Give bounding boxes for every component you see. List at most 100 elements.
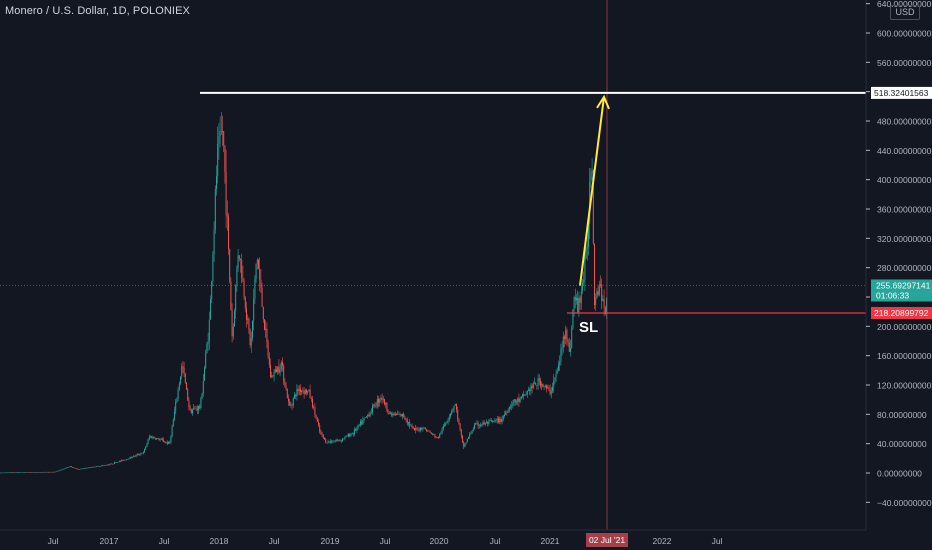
candle	[355, 428, 357, 432]
candle	[327, 439, 329, 444]
candle	[445, 422, 447, 427]
candle	[140, 452, 142, 456]
candle	[519, 396, 521, 404]
candle	[481, 423, 483, 427]
candle	[342, 437, 343, 443]
candle	[100, 465, 102, 467]
candle	[528, 386, 529, 392]
candle	[324, 437, 325, 441]
candle	[499, 416, 501, 425]
candle	[72, 466, 73, 468]
candle	[480, 422, 481, 428]
candle	[300, 384, 301, 396]
candle	[46, 471, 48, 473]
candle	[450, 413, 451, 419]
candle	[555, 369, 557, 383]
candle	[136, 453, 138, 457]
candle	[500, 416, 502, 425]
candle	[529, 387, 531, 395]
candle	[385, 402, 387, 409]
candle	[606, 297, 607, 319]
candle	[559, 355, 561, 371]
candle	[97, 465, 99, 467]
candle	[170, 435, 172, 445]
candle	[297, 385, 299, 396]
candle	[404, 415, 406, 421]
candle	[331, 439, 333, 444]
candle	[51, 471, 53, 473]
candle	[415, 424, 417, 434]
candle	[506, 410, 508, 416]
candle	[229, 248, 231, 284]
candle	[582, 279, 583, 294]
candle	[433, 433, 435, 436]
candle	[304, 388, 306, 395]
candle	[310, 396, 312, 403]
price-tick-label: 560.00000000	[877, 58, 932, 68]
candle	[483, 420, 485, 425]
time-tick-label: Jul	[269, 536, 280, 546]
candle	[285, 382, 287, 391]
chart-title: Monero / U.S. Dollar, 1D, POLONIEX	[5, 5, 190, 17]
candle	[93, 466, 95, 468]
candle	[590, 168, 592, 188]
time-tick-label: 2021	[541, 536, 560, 546]
candle	[43, 471, 45, 473]
candle	[318, 418, 319, 427]
candle	[526, 390, 528, 398]
currency-badge[interactable]: USD	[890, 5, 920, 20]
candle	[354, 427, 355, 437]
candle	[129, 456, 131, 459]
candle	[36, 472, 37, 473]
crosshair-date-tag	[586, 533, 628, 547]
candle	[549, 384, 551, 396]
candle	[226, 200, 228, 231]
target-arrow[interactable]	[579, 96, 605, 286]
candle	[466, 438, 468, 443]
candle	[230, 277, 232, 311]
candle	[208, 311, 210, 350]
candle	[340, 439, 342, 443]
candle	[3, 472, 5, 474]
candle	[116, 462, 118, 463]
candle	[105, 464, 107, 466]
time-axis[interactable]: Jul 2017 Jul 2018 Jul 2019 Jul 2020 Jul 2021 02 Ju…	[0, 529, 866, 550]
candle	[516, 399, 517, 406]
candle	[288, 394, 289, 407]
candle	[424, 427, 426, 430]
candle	[25, 472, 27, 473]
candle	[561, 340, 563, 356]
price-tick-label: 40.00000000	[877, 439, 927, 449]
candle	[67, 467, 69, 468]
candle	[603, 289, 605, 317]
candle	[171, 424, 173, 438]
candle	[426, 428, 427, 433]
candle	[201, 392, 203, 400]
candle	[243, 278, 245, 301]
time-tick-label: 2019	[321, 536, 340, 546]
candle	[103, 465, 105, 466]
candle	[596, 288, 598, 299]
candle	[87, 467, 89, 469]
drawing-overlays: SL	[0, 0, 866, 530]
candle	[91, 467, 93, 468]
candle	[198, 405, 199, 414]
candle	[45, 471, 47, 473]
candle	[79, 468, 81, 470]
candle	[252, 320, 253, 342]
candle	[343, 438, 345, 440]
candle	[199, 404, 201, 410]
target-price-label: 518.32401563	[874, 88, 929, 98]
candle	[163, 437, 165, 443]
candle	[118, 460, 120, 463]
candle	[388, 410, 390, 415]
time-tick-label: 2017	[100, 536, 119, 546]
candle	[504, 410, 505, 418]
candle	[148, 434, 150, 441]
candle	[255, 263, 257, 283]
candle	[560, 343, 562, 366]
price-axis[interactable]: 640.00000000600.00000000560.00000000520.…	[865, 0, 932, 550]
candle	[175, 398, 177, 415]
candle	[211, 280, 213, 304]
